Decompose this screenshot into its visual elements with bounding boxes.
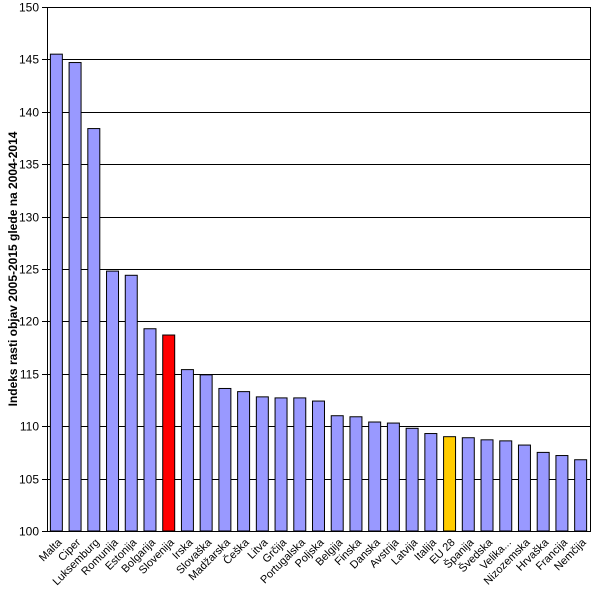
y-tick-label: 100 [19,525,39,539]
y-tick-label: 140 [19,106,39,120]
bar-latvija [405,427,419,532]
bar--vedska [480,439,494,532]
category-labels: MaltaCiperLuksemburgRomunijaEstonijaBolg… [37,535,589,588]
bar-hrva-ka [536,451,550,532]
y-tick-label: 115 [20,368,39,382]
y-tick-label: 105 [19,473,39,487]
bar-nizozemska [517,444,531,532]
bar-estonija [124,274,138,532]
bar-bolgarija [143,328,157,532]
bar-romunija [106,270,120,532]
y-tick-labels: 100 105 110 115 120 125 130 135 140 145 150 [19,1,39,539]
bar-malta [49,53,63,532]
bar-nem-ija [574,459,588,532]
y-tick-label: 150 [19,1,39,15]
bar-litva [255,396,269,532]
bars [49,53,588,532]
bar-italija [424,433,438,532]
bar--panija [461,437,475,532]
bar-slovenija [162,334,176,532]
bar-velika [499,440,513,532]
y-axis-title: Indeks rasti objav 2005-2015 glede na 20… [6,131,20,406]
bar-ciper [68,62,82,532]
bar-slova-ka [199,374,213,532]
bar-irska [180,369,194,532]
y-tick-label: 110 [20,420,39,434]
bar-danska [368,421,382,532]
bar-mad-arska [218,387,232,532]
plot-frame [47,7,591,532]
bar-belgija [330,415,344,532]
bar-finska [349,416,363,532]
y-tick-label: 120 [19,315,39,329]
bar-luksemburg [87,128,101,532]
bar--e-ka [237,391,251,532]
bar-gr-ija [274,397,288,532]
y-tick-label: 145 [19,53,39,67]
bar-francija [555,455,569,532]
bar-eu-28 [443,436,457,532]
y-tick-label: 135 [19,158,39,172]
axes [47,7,591,532]
bar-poljska [312,400,325,532]
bar-portugalska [293,397,307,532]
y-tick-label: 130 [19,211,39,225]
bar-avstrija [386,422,400,532]
y-tick-label: 125 [19,263,39,277]
